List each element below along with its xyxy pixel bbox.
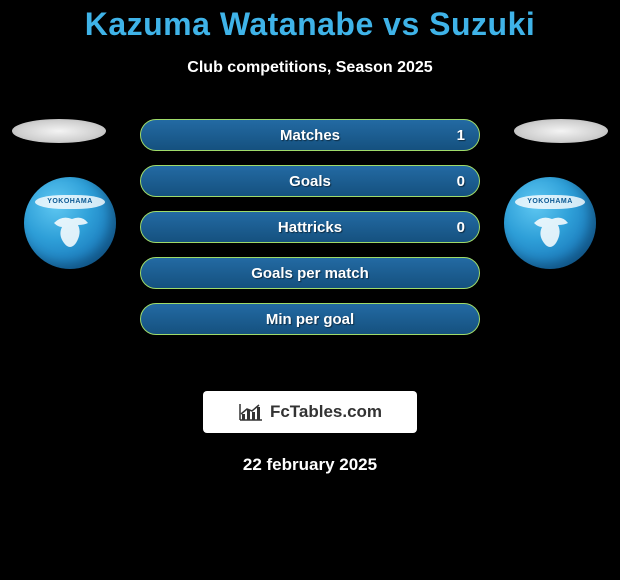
- logo-text: FcTables.com: [270, 402, 382, 422]
- club-badge-left: YOKOHAMA: [24, 177, 116, 269]
- stat-label: Goals per match: [251, 265, 369, 282]
- bird-icon: [48, 213, 92, 253]
- subtitle: Club competitions, Season 2025: [0, 59, 620, 77]
- page-title: Kazuma Watanabe vs Suzuki: [0, 6, 620, 43]
- stat-row: Matches 1: [140, 119, 480, 151]
- stat-list: Matches 1 Goals 0 Hattricks 0 Goals per …: [140, 119, 480, 349]
- club-name-right: YOKOHAMA: [515, 195, 585, 209]
- stat-label: Goals: [289, 173, 331, 190]
- stat-row: Goals per match: [140, 257, 480, 289]
- club-badge-right: YOKOHAMA: [504, 177, 596, 269]
- bird-icon: [528, 213, 572, 253]
- club-name-left: YOKOHAMA: [35, 195, 105, 209]
- player-right-placeholder: [514, 119, 608, 143]
- bar-chart-icon: [238, 402, 264, 422]
- comparison-area: YOKOHAMA YOKOHAMA Matches 1 Goals 0: [0, 119, 620, 379]
- stat-value-right: 0: [457, 173, 465, 190]
- stat-label: Matches: [280, 127, 340, 144]
- stat-row: Min per goal: [140, 303, 480, 335]
- stat-label: Min per goal: [266, 311, 354, 328]
- stat-row: Hattricks 0: [140, 211, 480, 243]
- fctables-logo[interactable]: FcTables.com: [203, 391, 417, 433]
- date-text: 22 february 2025: [0, 455, 620, 475]
- stat-value-right: 1: [457, 127, 465, 144]
- stat-label: Hattricks: [278, 219, 342, 236]
- stat-value-right: 0: [457, 219, 465, 236]
- stat-row: Goals 0: [140, 165, 480, 197]
- player-left-placeholder: [12, 119, 106, 143]
